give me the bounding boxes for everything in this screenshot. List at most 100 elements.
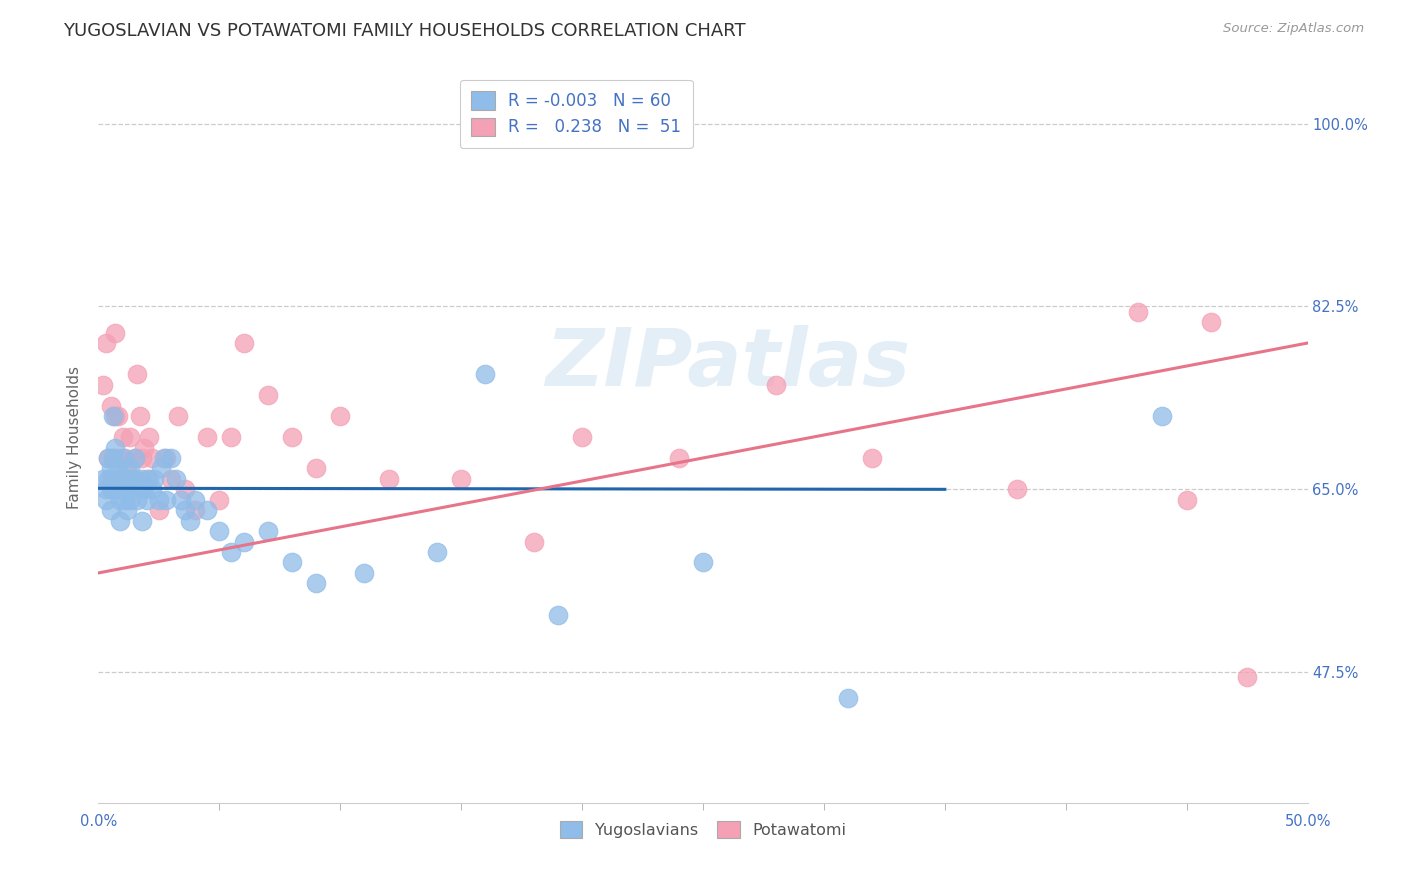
Point [138, 430, 160, 444]
Point [134, 441, 156, 455]
Point [111, 430, 134, 444]
Point [117, 483, 139, 497]
Point [169, 492, 191, 507]
Point [221, 545, 243, 559]
Point [160, 472, 183, 486]
Point [128, 483, 150, 497]
Point [232, 336, 254, 351]
Point [148, 503, 170, 517]
Legend: Yugoslavians, Potawatomi: Yugoslavians, Potawatomi [551, 813, 855, 846]
Point [131, 472, 153, 486]
Point [305, 576, 328, 591]
Point [329, 409, 352, 424]
Text: Source: ZipAtlas.com: Source: ZipAtlas.com [1223, 22, 1364, 36]
Point [100, 503, 122, 517]
Point [108, 492, 131, 507]
Text: YUGOSLAVIAN VS POTAWATOMI FAMILY HOUSEHOLDS CORRELATION CHART: YUGOSLAVIAN VS POTAWATOMI FAMILY HOUSEHO… [63, 22, 747, 40]
Point [121, 472, 143, 486]
Point [184, 503, 207, 517]
Point [124, 450, 146, 465]
Point [121, 472, 143, 486]
Point [100, 461, 122, 475]
Point [152, 450, 174, 465]
Point [281, 556, 304, 570]
Point [108, 514, 131, 528]
Point [97, 472, 120, 486]
Point [1199, 315, 1222, 329]
Point [256, 524, 278, 538]
Point [101, 409, 124, 424]
Point [107, 450, 129, 465]
Point [148, 492, 170, 507]
Point [195, 430, 218, 444]
Point [91, 377, 114, 392]
Point [124, 450, 146, 465]
Point [94, 336, 117, 351]
Point [104, 409, 127, 424]
Point [765, 377, 787, 392]
Point [118, 492, 141, 507]
Point [141, 450, 163, 465]
Point [353, 566, 375, 580]
Point [127, 368, 149, 382]
Point [117, 461, 139, 475]
Point [174, 483, 197, 497]
Y-axis label: Family Households: Family Households [67, 366, 83, 508]
Point [165, 472, 187, 486]
Point [547, 607, 569, 622]
Point [837, 691, 859, 706]
Point [155, 450, 177, 465]
Point [160, 450, 183, 465]
Point [124, 472, 146, 486]
Point [208, 524, 231, 538]
Point [107, 461, 129, 475]
Point [135, 492, 157, 507]
Text: ZIPatlas: ZIPatlas [544, 325, 910, 403]
Point [104, 441, 127, 455]
Point [281, 430, 304, 444]
Point [143, 472, 166, 486]
Point [111, 483, 134, 497]
Point [101, 450, 124, 465]
Point [174, 503, 197, 517]
Point [450, 472, 472, 486]
Point [97, 450, 120, 465]
Point [138, 472, 160, 486]
Point [100, 399, 122, 413]
Point [221, 430, 243, 444]
Point [256, 388, 278, 402]
Point [571, 430, 593, 444]
Point [104, 326, 127, 340]
Point [94, 492, 117, 507]
Point [692, 556, 714, 570]
Point [860, 450, 883, 465]
Point [208, 492, 231, 507]
Point [100, 472, 122, 486]
Point [118, 461, 141, 475]
Point [184, 492, 207, 507]
Point [114, 450, 136, 465]
Point [127, 492, 149, 507]
Point [128, 409, 150, 424]
Point [195, 503, 218, 517]
Point [100, 483, 122, 497]
Point [1128, 304, 1150, 318]
Point [1007, 483, 1029, 497]
Point [131, 514, 153, 528]
Point [1152, 409, 1174, 424]
Point [131, 450, 153, 465]
Point [114, 472, 136, 486]
Point [118, 430, 141, 444]
Point [97, 450, 120, 465]
Point [232, 534, 254, 549]
Point [134, 483, 156, 497]
Point [107, 409, 129, 424]
Point [94, 483, 117, 497]
Point [150, 461, 173, 475]
Point [101, 450, 124, 465]
Point [426, 545, 449, 559]
Point [1175, 492, 1198, 507]
Point [668, 450, 690, 465]
Point [377, 472, 399, 486]
Point [111, 450, 134, 465]
